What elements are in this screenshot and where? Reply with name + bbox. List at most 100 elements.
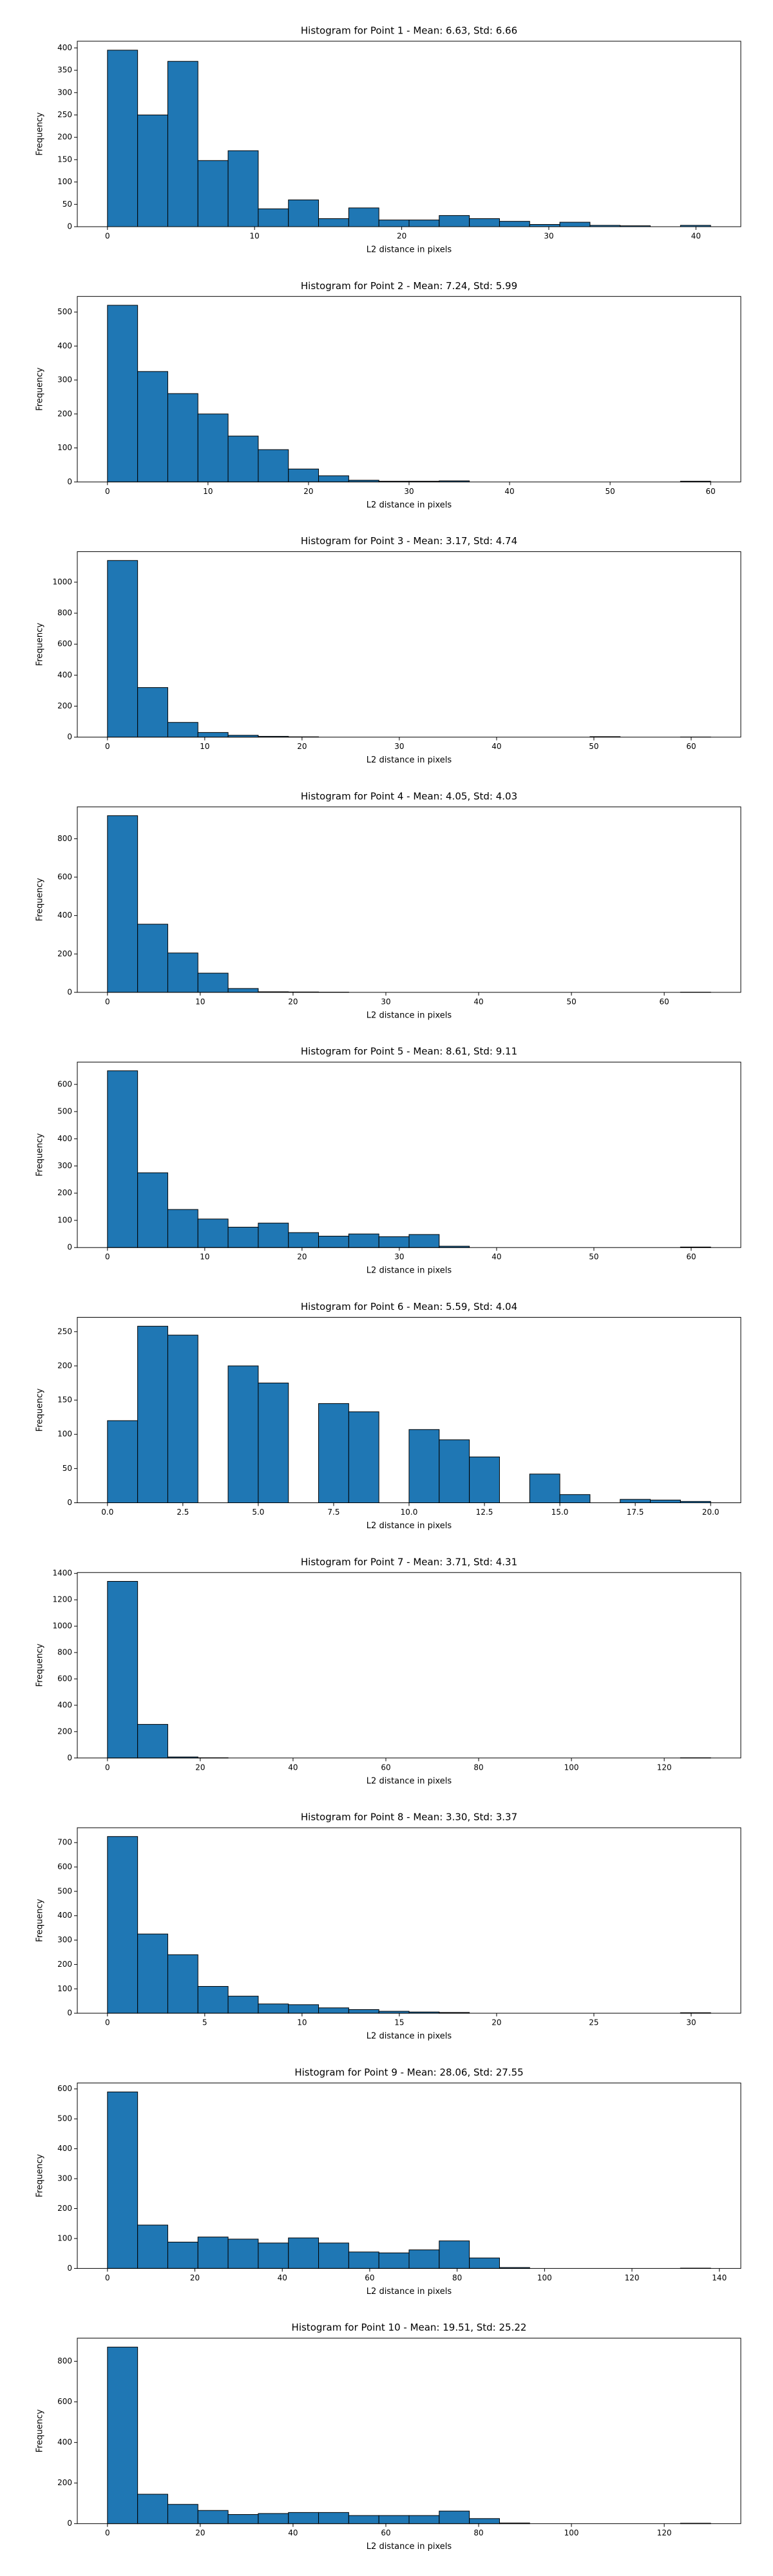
y-tick-label: 400	[57, 911, 72, 920]
bar	[288, 468, 320, 482]
x-tick-label: 0	[105, 232, 110, 241]
y-tick-label: 300	[57, 88, 72, 97]
x-tick-label: 0	[105, 2528, 110, 2537]
y-tick-label: 200	[57, 949, 72, 958]
y-tick-label: 0	[67, 987, 72, 996]
x-tick-label: 30	[381, 997, 390, 1006]
axes-frame	[77, 2338, 741, 2524]
x-tick-label: 10	[200, 742, 209, 751]
x-tick-label: 50	[589, 742, 598, 751]
y-axis-label: Frequency	[35, 623, 45, 666]
x-axis-label: L2 distance in pixels	[367, 755, 452, 765]
x-tick-label: 7.5	[327, 1508, 339, 1517]
y-tick-label: 300	[57, 375, 72, 384]
bar	[318, 2007, 349, 2014]
x-tick-label: 10.0	[401, 1508, 418, 1517]
y-tick-label: 400	[57, 2144, 72, 2153]
y-tick-label: 100	[57, 1984, 72, 1993]
y-tick-label: 400	[57, 2438, 72, 2447]
x-tick-label: 0	[105, 742, 110, 751]
y-tick-label: 0	[67, 732, 72, 741]
x-tick-label: 80	[473, 2528, 483, 2537]
axes-frame	[77, 806, 741, 993]
x-tick-label: 120	[657, 2528, 672, 2537]
x-tick-label: 100	[537, 2273, 552, 2282]
x-tick-label: 0	[105, 997, 110, 1006]
bar	[227, 150, 259, 227]
y-tick-label: 200	[57, 1727, 72, 1736]
bar	[258, 2003, 289, 2014]
bar	[318, 2512, 349, 2524]
y-tick-label: 1000	[52, 1622, 72, 1631]
bar	[348, 2009, 379, 2014]
bar	[348, 1411, 379, 1503]
subplot: Histogram for Point 6 - Mean: 5.59, Std:…	[35, 1301, 741, 1531]
chart-title: Histogram for Point 10 - Mean: 19.51, St…	[292, 2322, 527, 2333]
bar	[107, 2347, 138, 2524]
bar	[197, 2510, 229, 2524]
bar	[137, 371, 168, 482]
bar	[408, 1429, 440, 1504]
bar	[469, 1456, 500, 1504]
x-tick-label: 40	[691, 232, 701, 241]
subplot: Histogram for Point 1 - Mean: 6.63, Std:…	[35, 25, 741, 255]
y-tick-label: 400	[57, 341, 72, 350]
bar	[348, 207, 379, 227]
bar	[288, 2512, 320, 2524]
y-axis-label: Frequency	[35, 1388, 45, 1432]
bar	[559, 222, 591, 227]
bar	[439, 2240, 470, 2269]
x-tick-label: 5	[202, 2018, 207, 2027]
y-tick-label: 500	[57, 1107, 72, 1116]
y-tick-label: 250	[57, 110, 72, 119]
x-axis-label: L2 distance in pixels	[367, 2287, 452, 2297]
y-tick-label: 200	[57, 409, 72, 418]
bar	[107, 2091, 138, 2269]
x-tick-label: 0	[105, 1253, 110, 1262]
x-tick-label: 120	[625, 2273, 640, 2282]
bar	[167, 722, 198, 738]
x-tick-label: 10	[200, 1253, 209, 1262]
chart-title: Histogram for Point 9 - Mean: 28.06, Std…	[294, 2067, 523, 2078]
bar	[167, 61, 198, 227]
y-tick-label: 200	[57, 1960, 72, 1969]
x-tick-label: 40	[288, 2528, 298, 2537]
axes-frame	[77, 1572, 741, 1759]
y-tick-label: 800	[57, 834, 72, 843]
bar	[197, 732, 229, 738]
bar	[137, 2224, 168, 2269]
bar	[559, 1494, 591, 1504]
bar	[197, 1218, 229, 1248]
y-tick-label: 0	[67, 1498, 72, 1507]
y-tick-label: 0	[67, 222, 72, 231]
x-axis-label: L2 distance in pixels	[367, 1266, 452, 1276]
bar	[499, 221, 530, 227]
x-tick-label: 120	[657, 1763, 672, 1772]
x-tick-label: 0.0	[101, 1508, 113, 1517]
x-tick-label: 20	[397, 232, 406, 241]
bar	[107, 50, 138, 227]
bar	[167, 393, 198, 482]
x-tick-label: 80	[473, 1763, 483, 1772]
bar	[258, 1383, 289, 1504]
chart-title: Histogram for Point 7 - Mean: 3.71, Std:…	[301, 1556, 517, 1567]
x-tick-label: 40	[504, 487, 514, 496]
bar	[318, 218, 349, 227]
x-tick-label: 10	[203, 487, 213, 496]
y-axis-label: Frequency	[35, 2154, 45, 2197]
bar	[258, 449, 289, 482]
x-tick-label: 20	[297, 742, 307, 751]
bar	[620, 1499, 651, 1503]
y-tick-label: 0	[67, 2009, 72, 2018]
y-tick-label: 100	[57, 1430, 72, 1439]
bar	[288, 1232, 320, 1248]
y-tick-label: 300	[57, 1935, 72, 1944]
x-tick-label: 20	[297, 1253, 307, 1262]
y-tick-label: 1400	[52, 1569, 72, 1578]
bar	[408, 2249, 440, 2269]
y-tick-label: 600	[57, 1079, 72, 1088]
bar	[469, 2257, 500, 2269]
y-tick-label: 400	[57, 43, 72, 52]
y-tick-label: 0	[67, 1753, 72, 1762]
bar	[197, 413, 229, 482]
